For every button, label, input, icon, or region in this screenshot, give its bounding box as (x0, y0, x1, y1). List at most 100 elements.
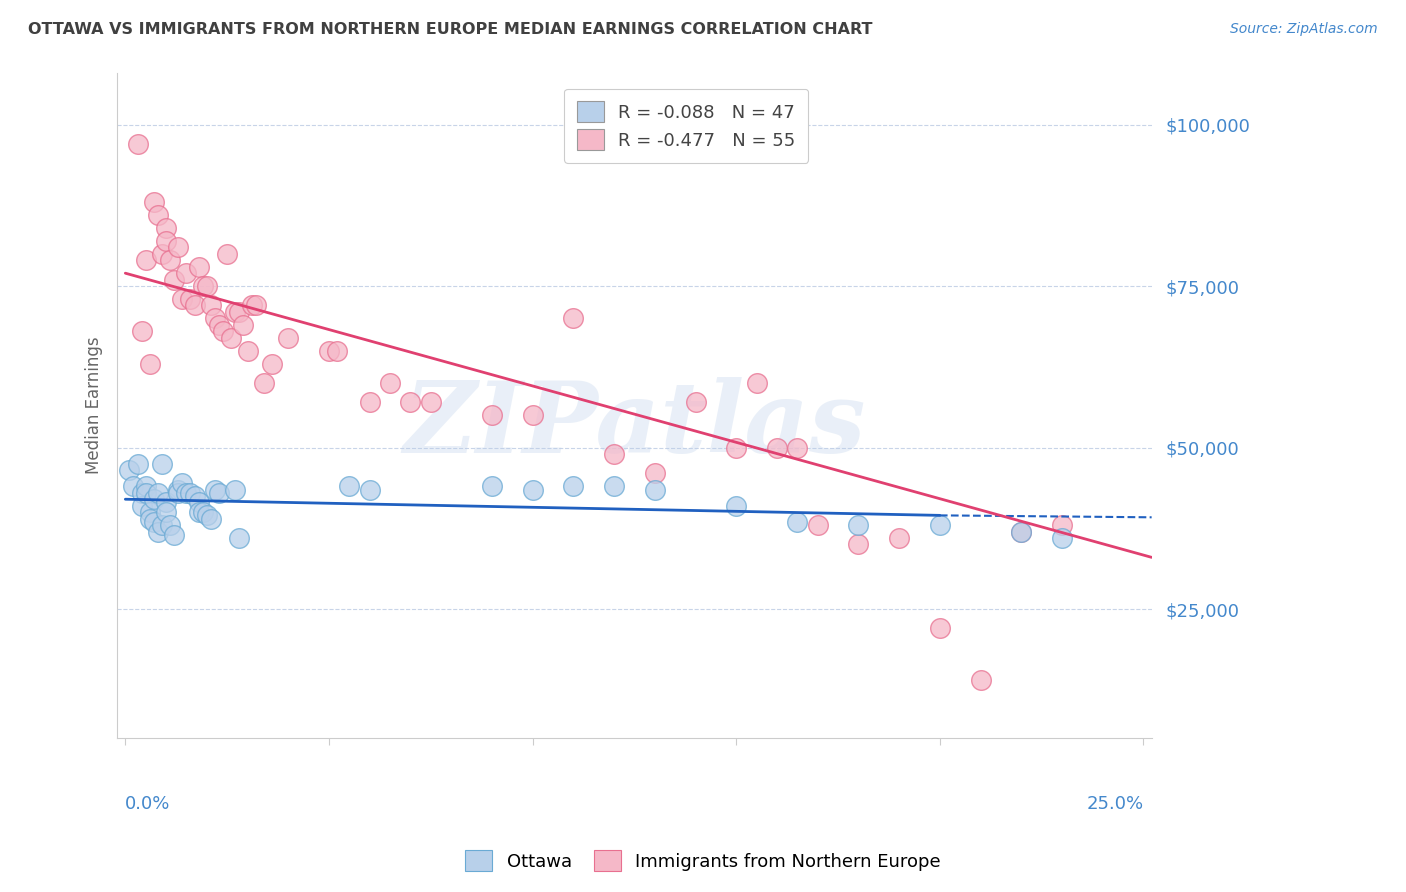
Point (522, 483, 544, 497)
Point (232, 318, 254, 332)
Point (172, 292, 194, 306)
Legend: R = -0.088   N = 47, R = -0.477   N = 55: R = -0.088 N = 47, R = -0.477 N = 55 (564, 88, 808, 163)
Point (786, 515, 808, 529)
Text: 0.0%: 0.0% (125, 795, 170, 813)
Point (142, 195, 165, 210)
Point (179, 485, 201, 500)
Point (562, 311, 585, 326)
Point (167, 483, 190, 497)
Point (928, 621, 950, 635)
Point (1050, 518, 1073, 533)
Point (326, 343, 349, 358)
Point (191, 505, 214, 519)
Point (208, 485, 231, 500)
Point (887, 531, 910, 545)
Point (240, 298, 263, 312)
Point (419, 395, 441, 409)
Point (155, 234, 177, 248)
Legend: Ottawa, Immigrants from Northern Europe: Ottawa, Immigrants from Northern Europe (458, 843, 948, 879)
Point (155, 495, 177, 509)
Point (159, 518, 181, 533)
Point (195, 279, 218, 293)
Point (1010, 524, 1032, 539)
Point (725, 499, 748, 513)
Point (603, 447, 626, 461)
Point (208, 318, 231, 332)
Point (118, 463, 141, 477)
Point (228, 305, 250, 319)
Point (359, 395, 381, 409)
Point (187, 260, 209, 274)
Point (131, 485, 153, 500)
Point (155, 221, 177, 235)
Point (786, 441, 808, 455)
Point (969, 673, 991, 687)
Point (191, 279, 214, 293)
Point (766, 441, 789, 455)
Point (139, 505, 162, 519)
Point (928, 518, 950, 533)
Y-axis label: Median Earnings: Median Earnings (86, 337, 103, 475)
Point (135, 253, 157, 268)
Point (200, 511, 222, 525)
Point (245, 298, 267, 312)
Point (195, 508, 218, 523)
Point (236, 343, 259, 358)
Point (848, 537, 870, 551)
Point (644, 467, 666, 481)
Point (685, 395, 707, 409)
Point (228, 531, 250, 545)
Point (725, 441, 748, 455)
Point (745, 376, 768, 390)
Point (183, 489, 205, 503)
Point (135, 479, 157, 493)
Point (212, 324, 235, 338)
Point (146, 524, 169, 539)
Point (163, 273, 186, 287)
Point (277, 331, 299, 345)
Point (603, 479, 626, 493)
Point (200, 298, 222, 312)
Point (260, 357, 283, 371)
Point (481, 409, 503, 423)
Point (150, 247, 173, 261)
Point (127, 136, 149, 151)
Point (155, 505, 177, 519)
Point (167, 485, 190, 500)
Point (183, 298, 205, 312)
Point (219, 331, 242, 345)
Point (644, 483, 666, 497)
Point (139, 357, 162, 371)
Point (378, 376, 401, 390)
Point (187, 495, 209, 509)
Text: Source: ZipAtlas.com: Source: ZipAtlas.com (1230, 22, 1378, 37)
Text: OTTAWA VS IMMIGRANTS FROM NORTHERN EUROPE MEDIAN EARNINGS CORRELATION CHART: OTTAWA VS IMMIGRANTS FROM NORTHERN EUROP… (28, 22, 873, 37)
Point (163, 527, 186, 541)
Point (142, 515, 165, 529)
Point (122, 479, 145, 493)
Point (522, 409, 544, 423)
Point (224, 483, 246, 497)
Point (176, 485, 198, 500)
Point (1010, 524, 1032, 539)
Point (172, 476, 194, 491)
Point (481, 479, 503, 493)
Point (146, 208, 169, 222)
Point (142, 492, 165, 507)
Point (179, 292, 201, 306)
Point (135, 485, 157, 500)
Point (217, 247, 239, 261)
Point (150, 457, 173, 471)
Point (807, 518, 830, 533)
Point (337, 479, 360, 493)
Point (204, 483, 226, 497)
Point (176, 266, 198, 280)
Point (848, 518, 870, 533)
Point (127, 457, 149, 471)
Point (187, 505, 209, 519)
Point (159, 253, 181, 268)
Point (146, 485, 169, 500)
Text: ZIPatlas: ZIPatlas (404, 377, 866, 474)
Point (150, 518, 173, 533)
Point (224, 305, 246, 319)
